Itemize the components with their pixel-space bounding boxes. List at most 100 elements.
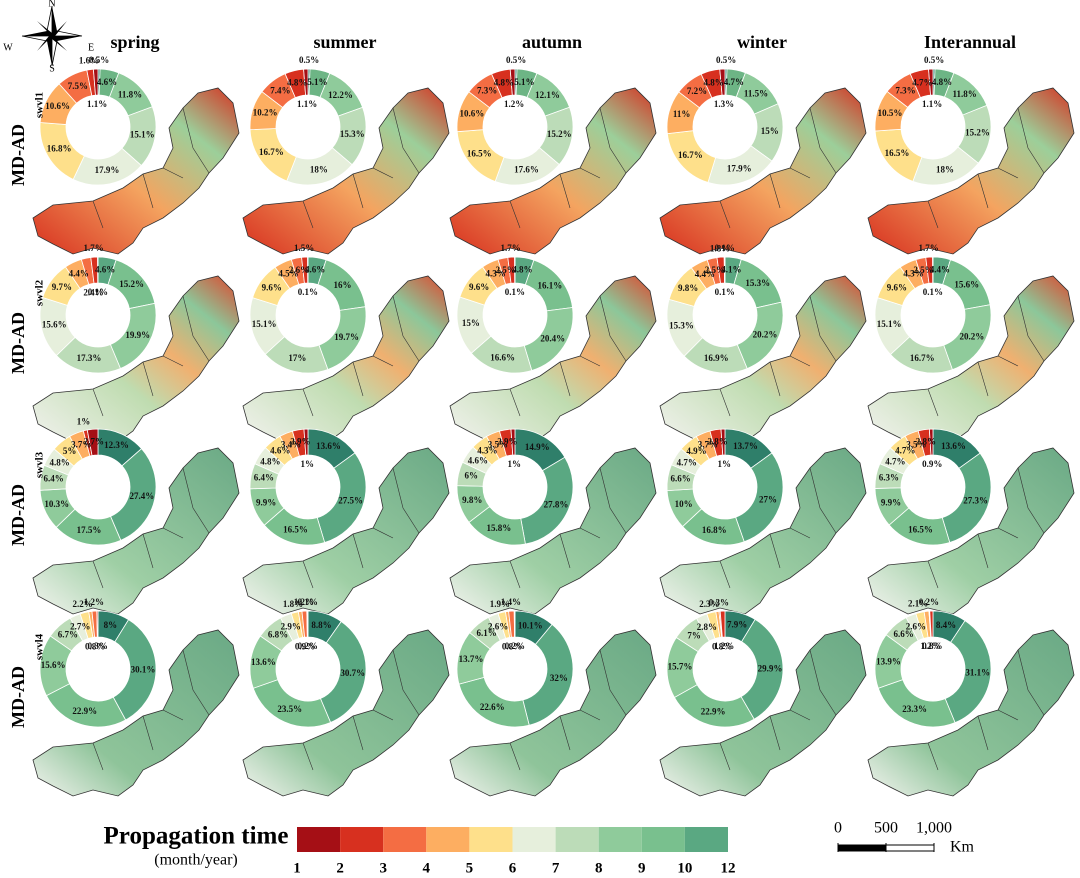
slice-label: 19.7% — [334, 332, 359, 342]
slice-label: 13.7% — [733, 441, 758, 451]
slice-label: 4.9% — [686, 446, 706, 456]
slice-label: 6.6% — [894, 629, 914, 639]
slice-label: 11.8% — [118, 89, 142, 99]
map-borders — [719, 467, 837, 589]
slice-label: 0.1% — [88, 287, 108, 297]
slice-label: 15.1% — [130, 129, 155, 139]
donut-slice — [303, 428, 309, 456]
slice-label: 4.8% — [703, 78, 723, 88]
slice-label: 4.7% — [885, 456, 905, 466]
scale-tick-label: 1,000 — [916, 820, 952, 837]
map-borders — [302, 295, 420, 417]
slice-label: 1.5% — [294, 243, 314, 253]
slice-label: 6.1% — [476, 628, 496, 638]
slice-label: 0.1% — [298, 597, 318, 607]
slice-label: 2.6% — [488, 621, 508, 631]
donut-slice — [303, 68, 309, 96]
slice-label: 4.8% — [260, 456, 280, 466]
donut-slice — [86, 428, 99, 457]
legend-title: Propagation time — [104, 823, 289, 850]
slice-label: 13.9% — [876, 657, 901, 667]
slice-label: 4.7% — [724, 77, 744, 87]
slice-label: 4.3% — [477, 446, 497, 456]
slice-label: 16.1% — [537, 281, 562, 291]
map-borders — [509, 107, 627, 229]
slice-label: 5.1% — [307, 77, 327, 87]
slice-label: 6.3% — [879, 472, 899, 482]
slice-label: 27.8% — [544, 500, 569, 510]
slice-label: 1.2% — [714, 641, 734, 651]
legend-tick-label: 6 — [509, 860, 517, 876]
slice-label: 9.9% — [256, 498, 276, 508]
slice-label: 1% — [507, 459, 521, 469]
slice-label: 2.6% — [289, 265, 309, 275]
map-borders — [509, 649, 627, 771]
slice-label: 0.8% — [712, 641, 732, 651]
slice-label: 12.1% — [535, 90, 560, 100]
map — [449, 629, 657, 797]
column-header: summer — [314, 32, 377, 52]
slice-label: 1.6% — [79, 56, 99, 66]
slice-label: 22.9% — [701, 706, 726, 716]
map — [449, 447, 657, 615]
slice-label: 8.8% — [311, 620, 331, 630]
slice-label: 1.7% — [919, 243, 939, 253]
slice-label: 0.9% — [295, 641, 315, 651]
slice-label: 1.2% — [84, 597, 104, 607]
slice-label: 12.2% — [328, 90, 353, 100]
slice-label: 16.5% — [467, 148, 492, 158]
slice-label: 16.8% — [702, 525, 727, 535]
slice-label: 8.4% — [936, 620, 956, 630]
slice-label: 27% — [759, 494, 777, 504]
donut-slice — [92, 68, 99, 96]
slice-label: 23.5% — [277, 704, 302, 714]
donut-slice — [110, 448, 157, 541]
slice-label: 2.2% — [72, 599, 92, 609]
slice-label: 4.4% — [69, 268, 89, 278]
row-label: MD-AD — [8, 124, 28, 186]
slice-label: 1.2% — [504, 99, 524, 109]
slice-label: 3.5% — [488, 439, 508, 449]
slice-label: 23.3% — [902, 704, 927, 714]
slice-label: 7.9% — [727, 620, 747, 630]
legend-swatch — [555, 827, 599, 852]
row-label: MD-AD — [8, 312, 28, 374]
slice-label: 16.8% — [47, 144, 72, 154]
slice-label: 6% — [464, 471, 478, 481]
legend-tick-label: 12 — [721, 860, 736, 876]
slice-label: 0.8% — [922, 641, 942, 651]
slice-label: 30.1% — [131, 664, 156, 674]
slice-label: 0.9% — [922, 459, 942, 469]
slice-label: 1.7% — [84, 243, 104, 253]
slice-label: 1.1% — [297, 99, 317, 109]
map-borders — [509, 467, 627, 589]
slice-label: 15.1% — [252, 319, 277, 329]
slice-label: 22.9% — [72, 706, 97, 716]
map-borders — [92, 295, 210, 417]
row-label: MD-AD — [8, 666, 28, 728]
slice-label: 4.6% — [270, 446, 290, 456]
donut-slice — [510, 428, 516, 456]
slice-label: 4.7% — [895, 446, 915, 456]
legend-tick-label: 8 — [595, 860, 603, 876]
legend-swatch — [426, 827, 470, 852]
map-borders — [927, 107, 1045, 229]
slice-label: 15.7% — [668, 662, 693, 672]
slice-label: 30.7% — [340, 668, 365, 678]
slice-label: 11.5% — [744, 88, 768, 98]
slice-label: 29.9% — [758, 664, 783, 674]
slice-label: 15.8% — [486, 523, 511, 533]
slice-label: 0.1% — [505, 287, 525, 297]
slice-label: 2.9% — [290, 437, 310, 447]
slice-label: 0.3% — [709, 597, 729, 607]
slice-label: 20.4% — [540, 334, 565, 344]
slice-label: 17.6% — [514, 165, 539, 175]
slice-label: 9.7% — [52, 282, 72, 292]
slice-label: 4.4% — [695, 269, 715, 279]
slice-label: 15.6% — [954, 279, 979, 289]
legend-tick-label: 10 — [677, 860, 692, 876]
slice-label: 4.6% — [468, 456, 488, 466]
slice-label: 4.7% — [677, 457, 697, 467]
scale-unit: Km — [950, 839, 975, 856]
slice-label: 13.6% — [941, 441, 966, 451]
